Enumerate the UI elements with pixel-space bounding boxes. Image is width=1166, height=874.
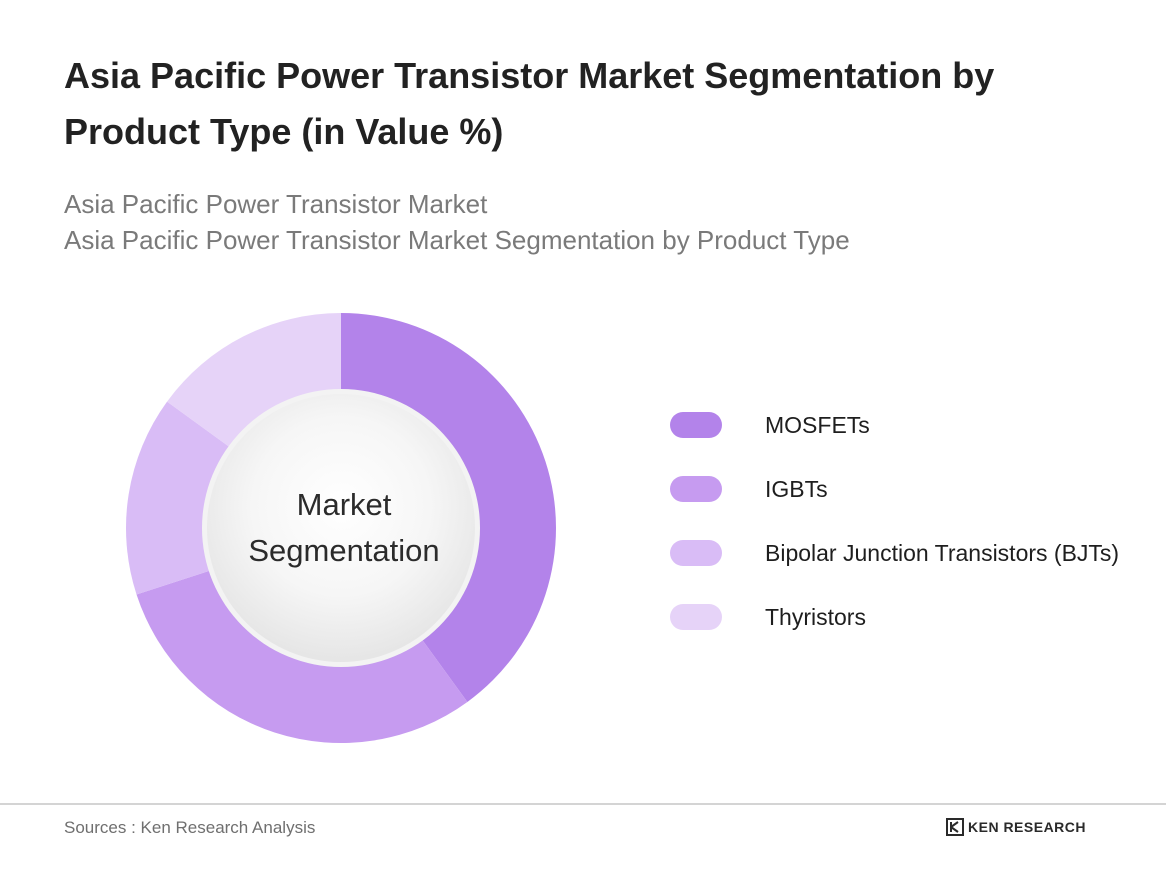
subtitle-line-1: Asia Pacific Power Transistor Market — [64, 189, 488, 219]
legend-label: IGBTs — [765, 476, 828, 502]
chart-subtitle: Asia Pacific Power Transistor Market Asi… — [64, 186, 1104, 258]
logo-text: KEN RESEARCH — [968, 819, 1087, 835]
legend-swatch — [670, 412, 722, 438]
footer-divider — [0, 803, 1166, 805]
ken-research-logo: KEN RESEARCH — [946, 818, 1086, 836]
source-note: Sources : Ken Research Analysis — [64, 818, 316, 837]
legend-label: MOSFETs — [765, 412, 870, 438]
donut-center — [207, 394, 475, 662]
legend-swatch — [670, 476, 722, 502]
legend-label: Thyristors — [765, 604, 866, 630]
ken-research-logo-icon — [946, 818, 964, 836]
legend-swatch — [670, 604, 722, 630]
legend-label: Bipolar Junction Transistors (BJTs) — [765, 540, 1120, 566]
legend-swatch — [670, 540, 722, 566]
subtitle-line-2: Asia Pacific Power Transistor Market Seg… — [64, 225, 850, 255]
chart-title: Asia Pacific Power Transistor Market Seg… — [64, 55, 995, 152]
donut-chart — [126, 313, 556, 743]
